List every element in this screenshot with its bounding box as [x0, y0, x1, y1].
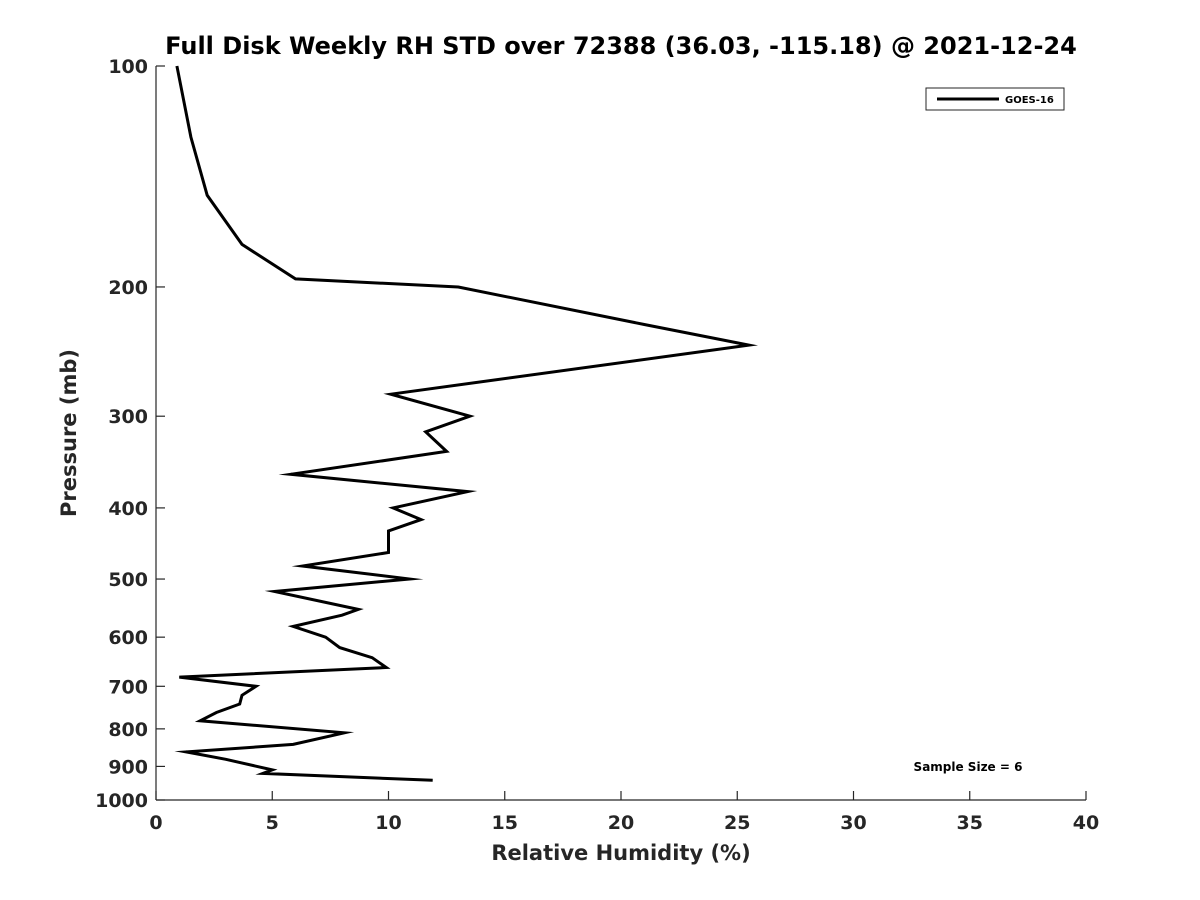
y-tick-label: 600: [108, 627, 148, 649]
x-tick-label: 25: [724, 812, 750, 834]
x-tick-label: 0: [149, 812, 162, 834]
x-tick-label: 20: [608, 812, 634, 834]
y-axis-label: Pressure (mb): [57, 349, 81, 517]
legend: GOES-16: [925, 87, 1065, 111]
y-tick-label: 700: [108, 676, 148, 698]
y-tick-label: 300: [108, 406, 148, 428]
series-line-goes-16: [174, 65, 759, 782]
x-tick-label: 15: [492, 812, 518, 834]
x-axis-ticks: 0 5 10 15 20 25 30 35 40: [149, 791, 1099, 834]
y-tick-label: 900: [108, 756, 148, 778]
y-tick-label: 200: [108, 277, 148, 299]
plot-axes: [155, 66, 1086, 801]
x-tick-label: 40: [1073, 812, 1099, 834]
chart-title: Full Disk Weekly RH STD over 72388 (36.0…: [165, 32, 1077, 60]
sample-size-annotation: Sample Size = 6: [914, 760, 1023, 774]
y-tick-label: 800: [108, 719, 148, 741]
x-tick-label: 10: [375, 812, 401, 834]
x-axis-label: Relative Humidity (%): [491, 841, 750, 865]
y-tick-label: 1000: [95, 790, 148, 812]
y-tick-label: 400: [108, 498, 148, 520]
x-tick-label: 35: [957, 812, 983, 834]
y-axis-ticks: 100 200 300 400 500 600 700 800 900 1000: [95, 56, 165, 812]
x-tick-label: 30: [840, 812, 866, 834]
legend-entry-goes-16: GOES-16: [1005, 95, 1054, 106]
series-layer: [174, 65, 759, 782]
y-tick-label: 100: [108, 56, 148, 78]
x-tick-label: 5: [266, 812, 279, 834]
y-tick-label: 500: [108, 569, 148, 591]
